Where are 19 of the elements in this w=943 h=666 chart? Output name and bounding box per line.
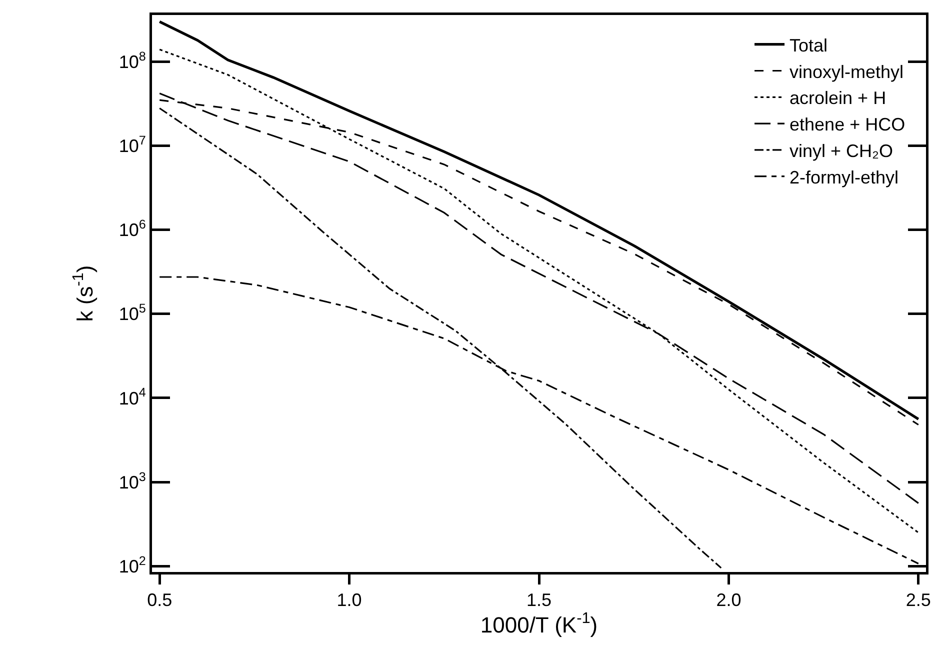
legend-label: vinoxyl-methyl <box>790 62 904 82</box>
y-tick-label: 10$^{4}$ <box>118 386 146 408</box>
y-tick-label: 10$^{5}$ <box>118 302 146 324</box>
y-tick-label: 10$^{8}$ <box>118 50 146 72</box>
legend-label: 2-formyl-ethyl <box>790 167 899 188</box>
x-tick-label: 1.5 <box>526 590 552 610</box>
y-tick-label: 10$^{3}$ <box>118 470 146 492</box>
legend-label: vinyl + CH₂O <box>790 140 894 161</box>
legend-label: ethene + HCO <box>790 114 906 135</box>
x-tick-label: 0.5 <box>147 590 172 610</box>
x-tick-label: 1.0 <box>336 590 362 610</box>
y-tick-label: 10$^{7}$ <box>118 134 146 156</box>
y-tick-label: 10$^{6}$ <box>118 218 146 240</box>
x-axis-title: 1000/T (K$^{-1}$) <box>480 610 598 638</box>
x-tick-label: 2.0 <box>716 590 742 610</box>
y-tick-label: 10$^{2}$ <box>118 554 146 576</box>
legend-label: Total <box>790 35 828 56</box>
x-tick-label: 2.5 <box>906 590 931 610</box>
legend-label: acrolein + H <box>790 88 886 108</box>
